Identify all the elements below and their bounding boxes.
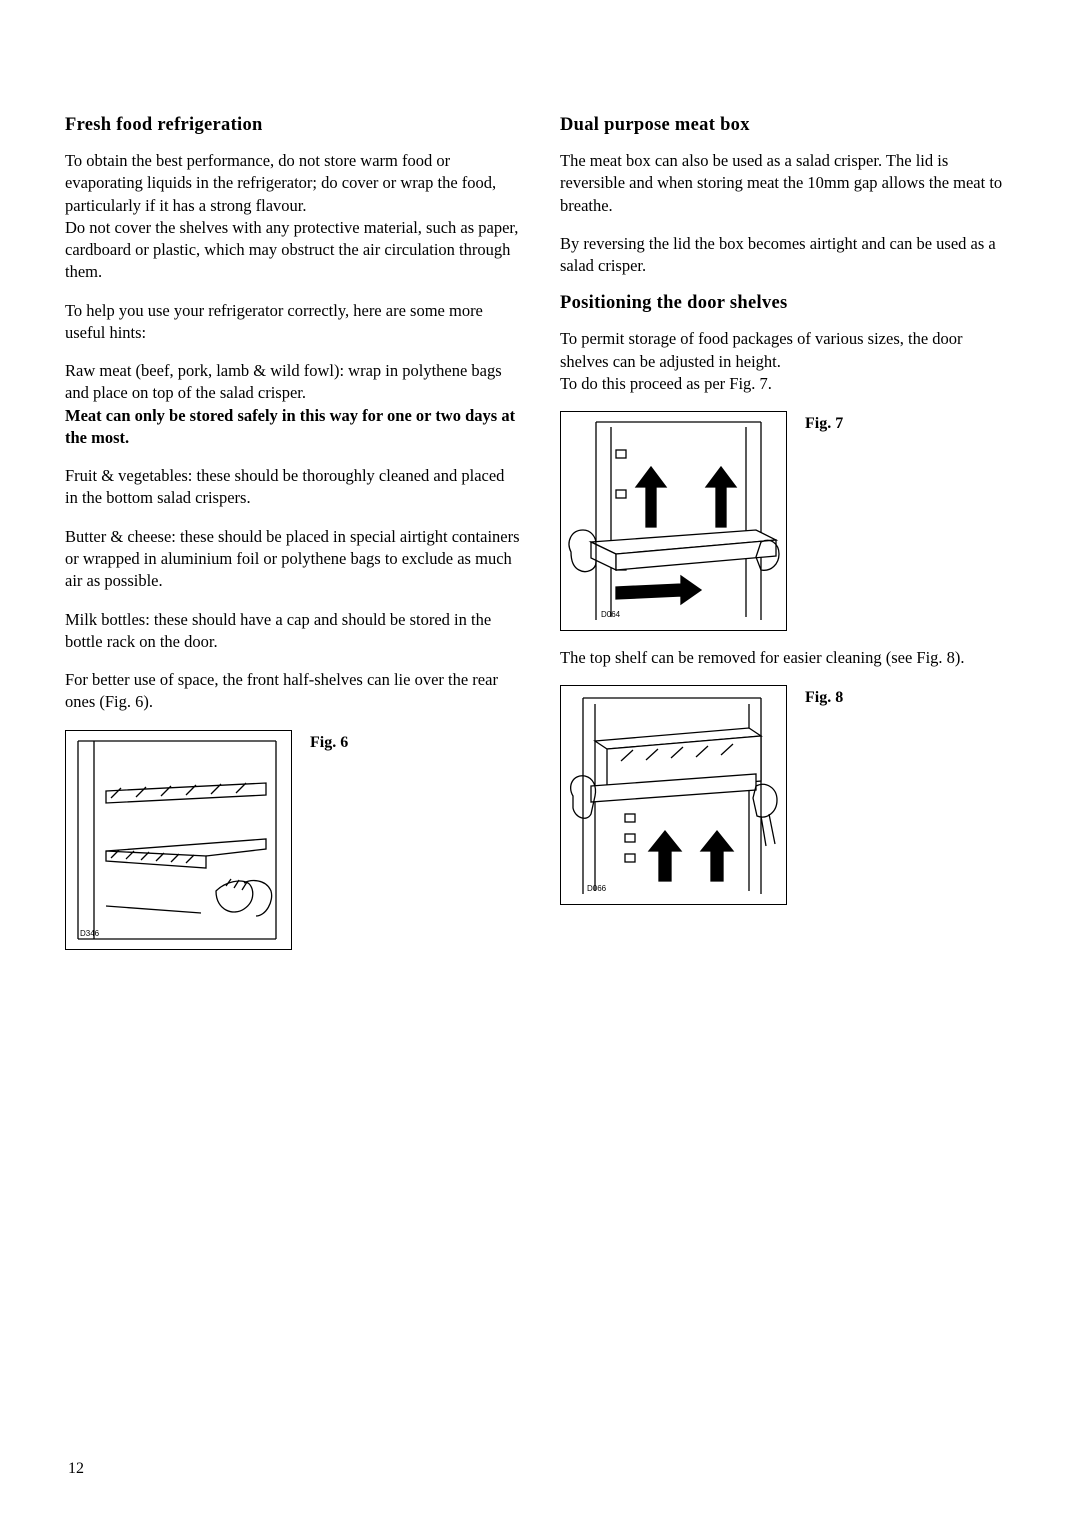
right-column: Dual purpose meat box The meat box can a…	[560, 115, 1015, 966]
text-bold: Meat can only be stored safely in this w…	[65, 406, 515, 447]
figure-code: D346	[80, 929, 100, 938]
figure-8-row: D066 Fig. 8	[560, 685, 1015, 905]
para: Milk bottles: these should have a cap an…	[65, 609, 520, 654]
para: By reversing the lid the box becomes air…	[560, 233, 1015, 278]
text: Do not cover the shelves with any protec…	[65, 218, 518, 282]
text: To permit storage of food packages of va…	[560, 329, 963, 370]
figure-code: D066	[587, 884, 607, 893]
left-column: Fresh food refrigeration To obtain the b…	[65, 115, 520, 966]
para: Raw meat (beef, pork, lamb & wild fowl):…	[65, 360, 520, 449]
para: To help you use your refrigerator correc…	[65, 300, 520, 345]
figure-8-label: Fig. 8	[805, 685, 843, 707]
para: To obtain the best performance, do not s…	[65, 150, 520, 284]
heading-fresh-food: Fresh food refrigeration	[65, 115, 520, 136]
para: Fruit & vegetables: these should be thor…	[65, 465, 520, 510]
figure-code: D064	[601, 610, 621, 619]
para: To permit storage of food packages of va…	[560, 328, 1015, 395]
figure-6: D346	[65, 730, 292, 950]
text: Raw meat (beef, pork, lamb & wild fowl):…	[65, 361, 502, 402]
para: The meat box can also be used as a salad…	[560, 150, 1015, 217]
manual-page: Fresh food refrigeration To obtain the b…	[0, 0, 1080, 1026]
figure-7: D064	[560, 411, 787, 631]
figure-6-row: D346 Fig. 6	[65, 730, 520, 950]
figure-7-label: Fig. 7	[805, 411, 843, 433]
para: For better use of space, the front half-…	[65, 669, 520, 714]
heading-meat-box: Dual purpose meat box	[560, 115, 1015, 136]
figure-8: D066	[560, 685, 787, 905]
figure-7-row: D064 Fig. 7	[560, 411, 1015, 631]
text: To do this proceed as per Fig. 7.	[560, 374, 772, 393]
figure-6-label: Fig. 6	[310, 730, 348, 752]
para: The top shelf can be removed for easier …	[560, 647, 1015, 669]
heading-door-shelves: Positioning the door shelves	[560, 293, 1015, 314]
para: Butter & cheese: these should be placed …	[65, 526, 520, 593]
text: To obtain the best performance, do not s…	[65, 151, 496, 215]
page-number: 12	[68, 1460, 84, 1478]
